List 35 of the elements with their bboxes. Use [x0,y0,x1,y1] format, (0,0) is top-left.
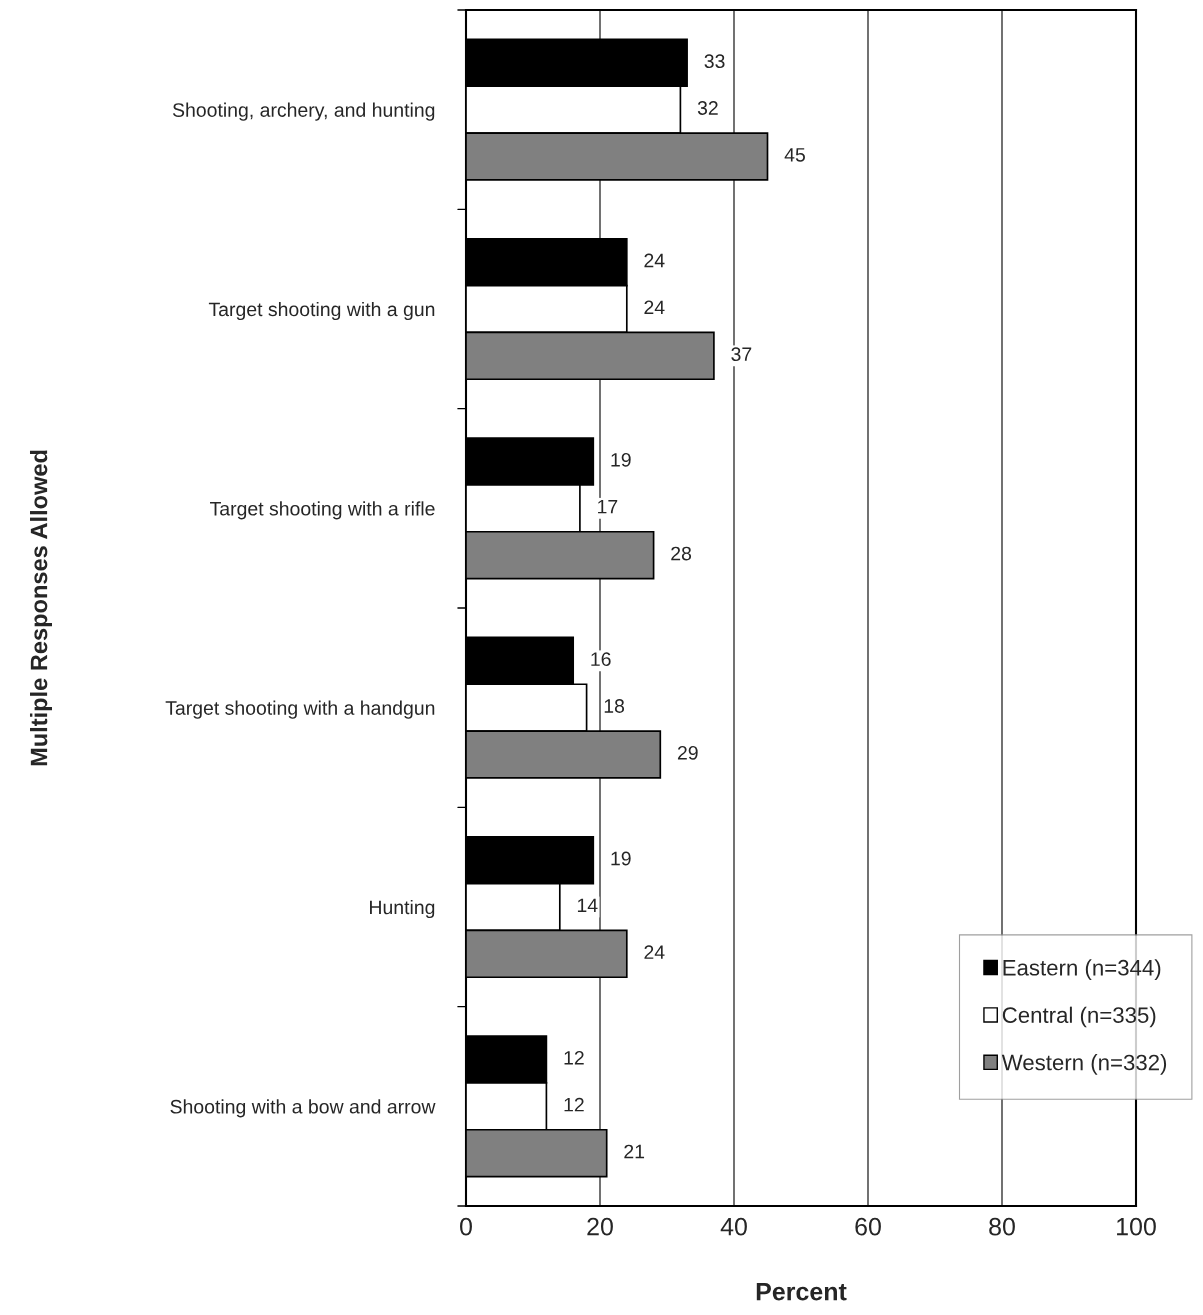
data-label: 19 [611,851,631,866]
y-tick-label: Hunting [370,899,435,919]
data-label: 24 [644,945,665,959]
x-tick-label: 100 [1117,1217,1156,1236]
y-tick-label: Shooting, archery, and hunting [172,102,435,121]
y-tick-label: Target shooting with a gun [208,301,435,321]
data-label: 28 [671,546,692,561]
x-axis-title: Percent [756,1283,847,1301]
y-tick-label: Target shooting with a rifle [210,501,435,520]
data-label: 14 [577,898,598,913]
data-label: 12 [564,1097,584,1112]
data-label: 21 [624,1144,645,1159]
y-tick-label: Target shooting with a handgun [165,700,435,719]
x-tick-label: 60 [855,1217,881,1236]
data-label: 24 [644,253,665,268]
legend-label: Central (n=335) [1002,1006,1156,1028]
data-label: 12 [564,1050,584,1065]
data-label: 45 [784,148,805,162]
data-label: 19 [611,452,631,467]
legend-label: Western (n=332) [1001,1054,1167,1075]
x-tick-label: 20 [587,1217,613,1236]
x-tick-label: 0 [460,1217,472,1236]
x-tick-label: 80 [989,1217,1015,1236]
data-label: 37 [731,347,752,362]
y-tick-label: Shooting with a bow and arrow [170,1099,436,1118]
x-tick-label: 40 [720,1217,747,1236]
data-label: 29 [677,745,698,760]
data-label: 18 [604,699,625,713]
data-label: 17 [598,499,618,514]
legend-label: Eastern (n=344) [1003,959,1161,980]
data-label: 16 [591,652,611,667]
data-label: 33 [704,54,725,69]
data-label: 24 [644,300,665,315]
y-axis-title: Multiple Responses Allowed [29,450,52,766]
data-label: 32 [697,101,718,115]
